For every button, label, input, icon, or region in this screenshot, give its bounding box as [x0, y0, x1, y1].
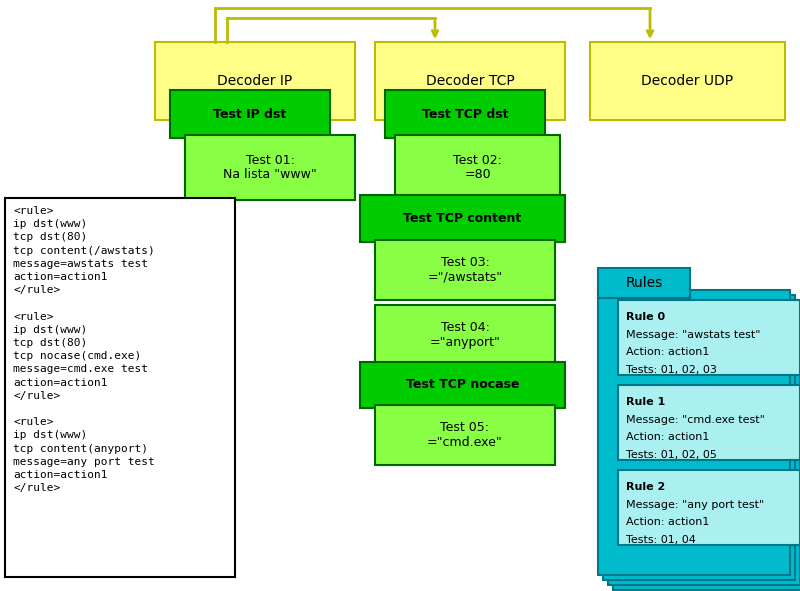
- Text: Action: action1: Action: action1: [626, 517, 710, 527]
- Bar: [170, 90, 330, 138]
- Bar: [603, 295, 795, 580]
- Text: Test TCP nocase: Test TCP nocase: [406, 378, 519, 391]
- Bar: [618, 300, 800, 375]
- Text: Message: "any port test": Message: "any port test": [626, 499, 764, 509]
- Text: Rule 0: Rule 0: [626, 312, 665, 322]
- Text: Test 05:
="cmd.exe": Test 05: ="cmd.exe": [427, 421, 503, 449]
- Text: Test 03:
="/awstats": Test 03: ="/awstats": [427, 256, 502, 284]
- Text: Test 04:
="anyport": Test 04: ="anyport": [430, 321, 501, 349]
- Bar: [613, 305, 800, 590]
- Bar: [618, 385, 800, 460]
- Bar: [375, 240, 555, 300]
- Text: Rules: Rules: [626, 276, 662, 290]
- Text: Decoder TCP: Decoder TCP: [426, 74, 514, 88]
- Bar: [618, 470, 800, 545]
- Bar: [185, 135, 355, 200]
- Text: Action: action1: Action: action1: [626, 347, 710, 357]
- Bar: [360, 195, 565, 242]
- Text: Test 02:
=80: Test 02: =80: [453, 154, 502, 181]
- Text: Tests: 01, 04: Tests: 01, 04: [626, 534, 696, 544]
- Text: Decoder UDP: Decoder UDP: [642, 74, 734, 88]
- Text: Decoder IP: Decoder IP: [218, 74, 293, 88]
- Bar: [375, 42, 565, 120]
- Text: <rule>
ip dst(www)
tcp dst(80)
tcp content(/awstats)
message=awstats test
action: <rule> ip dst(www) tcp dst(80) tcp conte…: [13, 206, 154, 493]
- Bar: [375, 305, 555, 365]
- Text: Tests: 01, 02, 05: Tests: 01, 02, 05: [626, 450, 717, 460]
- Bar: [385, 90, 545, 138]
- Text: Message: "cmd.exe test": Message: "cmd.exe test": [626, 415, 765, 425]
- Text: Tests: 01, 02, 03: Tests: 01, 02, 03: [626, 365, 717, 375]
- Text: Test TCP content: Test TCP content: [403, 212, 522, 225]
- Text: Message: "awstats test": Message: "awstats test": [626, 330, 761, 340]
- Bar: [598, 290, 790, 575]
- Text: Rule 2: Rule 2: [626, 482, 666, 492]
- Text: Test IP dst: Test IP dst: [214, 108, 286, 121]
- Bar: [360, 362, 565, 408]
- Bar: [590, 42, 785, 120]
- Text: Action: action1: Action: action1: [626, 432, 710, 442]
- Text: Rule 1: Rule 1: [626, 397, 666, 407]
- Bar: [608, 300, 800, 585]
- Bar: [375, 405, 555, 465]
- Bar: [155, 42, 355, 120]
- Text: Test TCP dst: Test TCP dst: [422, 108, 508, 121]
- Text: Test 01:
Na lista "www": Test 01: Na lista "www": [223, 154, 317, 181]
- Bar: [395, 135, 560, 200]
- Bar: [5, 198, 235, 577]
- Bar: [598, 268, 690, 298]
